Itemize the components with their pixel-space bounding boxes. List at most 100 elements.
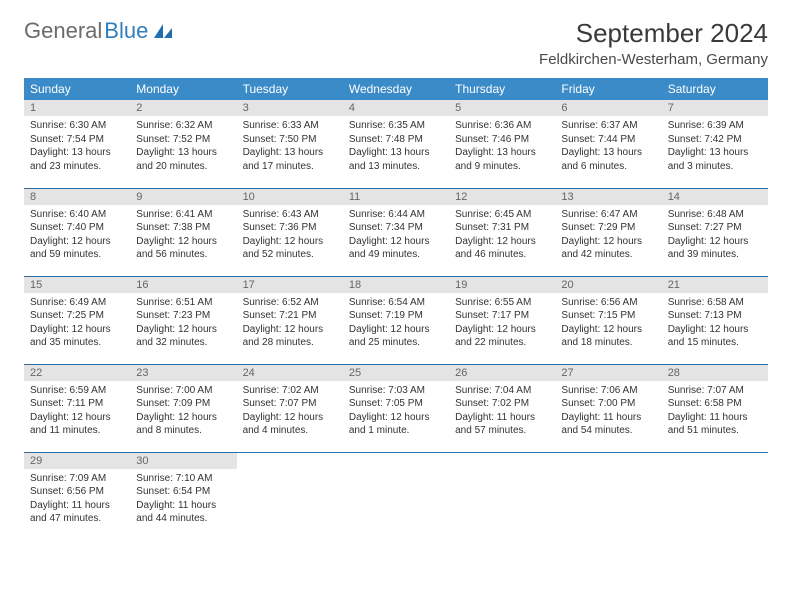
month-title: September 2024	[539, 18, 768, 49]
calendar-cell: 4Sunrise: 6:35 AMSunset: 7:48 PMDaylight…	[343, 100, 449, 188]
day-data: Sunrise: 6:44 AMSunset: 7:34 PMDaylight:…	[343, 205, 449, 266]
day-number: 25	[343, 365, 449, 381]
calendar-cell: 25Sunrise: 7:03 AMSunset: 7:05 PMDayligh…	[343, 364, 449, 452]
calendar-cell: 18Sunrise: 6:54 AMSunset: 7:19 PMDayligh…	[343, 276, 449, 364]
day-data: Sunrise: 6:55 AMSunset: 7:17 PMDaylight:…	[449, 293, 555, 354]
weekday-header: Saturday	[662, 78, 768, 100]
day-number: 8	[24, 189, 130, 205]
calendar-cell: 10Sunrise: 6:43 AMSunset: 7:36 PMDayligh…	[237, 188, 343, 276]
weekday-header: Wednesday	[343, 78, 449, 100]
day-number: 18	[343, 277, 449, 293]
calendar-cell: 2Sunrise: 6:32 AMSunset: 7:52 PMDaylight…	[130, 100, 236, 188]
calendar-cell: 26Sunrise: 7:04 AMSunset: 7:02 PMDayligh…	[449, 364, 555, 452]
day-number: 16	[130, 277, 236, 293]
day-data: Sunrise: 6:37 AMSunset: 7:44 PMDaylight:…	[555, 116, 661, 177]
calendar-cell: 12Sunrise: 6:45 AMSunset: 7:31 PMDayligh…	[449, 188, 555, 276]
day-data: Sunrise: 6:58 AMSunset: 7:13 PMDaylight:…	[662, 293, 768, 354]
calendar-cell: 23Sunrise: 7:00 AMSunset: 7:09 PMDayligh…	[130, 364, 236, 452]
day-data: Sunrise: 7:07 AMSunset: 6:58 PMDaylight:…	[662, 381, 768, 442]
calendar-cell	[449, 452, 555, 540]
calendar-cell: 16Sunrise: 6:51 AMSunset: 7:23 PMDayligh…	[130, 276, 236, 364]
day-data: Sunrise: 6:51 AMSunset: 7:23 PMDaylight:…	[130, 293, 236, 354]
day-number: 3	[237, 100, 343, 116]
brand-logo: GeneralBlue	[24, 18, 174, 44]
day-data: Sunrise: 7:06 AMSunset: 7:00 PMDaylight:…	[555, 381, 661, 442]
day-data: Sunrise: 6:40 AMSunset: 7:40 PMDaylight:…	[24, 205, 130, 266]
day-data: Sunrise: 7:04 AMSunset: 7:02 PMDaylight:…	[449, 381, 555, 442]
day-data: Sunrise: 6:49 AMSunset: 7:25 PMDaylight:…	[24, 293, 130, 354]
day-number: 19	[449, 277, 555, 293]
day-data: Sunrise: 6:41 AMSunset: 7:38 PMDaylight:…	[130, 205, 236, 266]
calendar-cell: 15Sunrise: 6:49 AMSunset: 7:25 PMDayligh…	[24, 276, 130, 364]
day-data: Sunrise: 6:52 AMSunset: 7:21 PMDaylight:…	[237, 293, 343, 354]
weekday-header: Thursday	[449, 78, 555, 100]
calendar-cell	[555, 452, 661, 540]
calendar-body: 1Sunrise: 6:30 AMSunset: 7:54 PMDaylight…	[24, 100, 768, 540]
day-number: 20	[555, 277, 661, 293]
day-number: 12	[449, 189, 555, 205]
calendar-cell	[662, 452, 768, 540]
day-number: 14	[662, 189, 768, 205]
calendar-cell: 13Sunrise: 6:47 AMSunset: 7:29 PMDayligh…	[555, 188, 661, 276]
calendar-cell: 9Sunrise: 6:41 AMSunset: 7:38 PMDaylight…	[130, 188, 236, 276]
day-number: 2	[130, 100, 236, 116]
calendar-cell: 1Sunrise: 6:30 AMSunset: 7:54 PMDaylight…	[24, 100, 130, 188]
calendar-cell: 8Sunrise: 6:40 AMSunset: 7:40 PMDaylight…	[24, 188, 130, 276]
calendar-cell: 19Sunrise: 6:55 AMSunset: 7:17 PMDayligh…	[449, 276, 555, 364]
calendar-cell	[237, 452, 343, 540]
day-number: 23	[130, 365, 236, 381]
day-number: 17	[237, 277, 343, 293]
calendar-cell	[343, 452, 449, 540]
day-number: 1	[24, 100, 130, 116]
day-data: Sunrise: 7:09 AMSunset: 6:56 PMDaylight:…	[24, 469, 130, 530]
day-data: Sunrise: 6:35 AMSunset: 7:48 PMDaylight:…	[343, 116, 449, 177]
day-data: Sunrise: 7:03 AMSunset: 7:05 PMDaylight:…	[343, 381, 449, 442]
calendar-cell: 3Sunrise: 6:33 AMSunset: 7:50 PMDaylight…	[237, 100, 343, 188]
day-number: 24	[237, 365, 343, 381]
calendar-cell: 30Sunrise: 7:10 AMSunset: 6:54 PMDayligh…	[130, 452, 236, 540]
weekday-header: Friday	[555, 78, 661, 100]
brand-part2: Blue	[104, 18, 148, 44]
calendar-cell: 6Sunrise: 6:37 AMSunset: 7:44 PMDaylight…	[555, 100, 661, 188]
location-text: Feldkirchen-Westerham, Germany	[539, 51, 768, 68]
day-data: Sunrise: 6:47 AMSunset: 7:29 PMDaylight:…	[555, 205, 661, 266]
page-header: GeneralBlue September 2024 Feldkirchen-W…	[24, 18, 768, 68]
day-number: 29	[24, 453, 130, 469]
day-data: Sunrise: 7:00 AMSunset: 7:09 PMDaylight:…	[130, 381, 236, 442]
calendar-row: 15Sunrise: 6:49 AMSunset: 7:25 PMDayligh…	[24, 276, 768, 364]
calendar-cell: 11Sunrise: 6:44 AMSunset: 7:34 PMDayligh…	[343, 188, 449, 276]
day-number: 11	[343, 189, 449, 205]
day-number: 21	[662, 277, 768, 293]
logo-sail-icon	[152, 22, 174, 40]
day-number: 27	[555, 365, 661, 381]
day-number: 15	[24, 277, 130, 293]
day-data: Sunrise: 6:32 AMSunset: 7:52 PMDaylight:…	[130, 116, 236, 177]
calendar-row: 1Sunrise: 6:30 AMSunset: 7:54 PMDaylight…	[24, 100, 768, 188]
day-number: 26	[449, 365, 555, 381]
calendar-cell: 17Sunrise: 6:52 AMSunset: 7:21 PMDayligh…	[237, 276, 343, 364]
day-data: Sunrise: 6:39 AMSunset: 7:42 PMDaylight:…	[662, 116, 768, 177]
weekday-header: Monday	[130, 78, 236, 100]
day-number: 30	[130, 453, 236, 469]
calendar-cell: 29Sunrise: 7:09 AMSunset: 6:56 PMDayligh…	[24, 452, 130, 540]
day-number: 10	[237, 189, 343, 205]
day-data: Sunrise: 6:30 AMSunset: 7:54 PMDaylight:…	[24, 116, 130, 177]
day-data: Sunrise: 6:45 AMSunset: 7:31 PMDaylight:…	[449, 205, 555, 266]
day-data: Sunrise: 7:02 AMSunset: 7:07 PMDaylight:…	[237, 381, 343, 442]
day-data: Sunrise: 6:56 AMSunset: 7:15 PMDaylight:…	[555, 293, 661, 354]
calendar-cell: 21Sunrise: 6:58 AMSunset: 7:13 PMDayligh…	[662, 276, 768, 364]
day-data: Sunrise: 6:59 AMSunset: 7:11 PMDaylight:…	[24, 381, 130, 442]
calendar-cell: 5Sunrise: 6:36 AMSunset: 7:46 PMDaylight…	[449, 100, 555, 188]
day-data: Sunrise: 6:43 AMSunset: 7:36 PMDaylight:…	[237, 205, 343, 266]
day-data: Sunrise: 7:10 AMSunset: 6:54 PMDaylight:…	[130, 469, 236, 530]
calendar-cell: 14Sunrise: 6:48 AMSunset: 7:27 PMDayligh…	[662, 188, 768, 276]
brand-part1: General	[24, 18, 102, 44]
weekday-header-row: SundayMondayTuesdayWednesdayThursdayFrid…	[24, 78, 768, 100]
day-number: 6	[555, 100, 661, 116]
day-number: 7	[662, 100, 768, 116]
calendar-cell: 22Sunrise: 6:59 AMSunset: 7:11 PMDayligh…	[24, 364, 130, 452]
title-block: September 2024 Feldkirchen-Westerham, Ge…	[539, 18, 768, 68]
weekday-header: Sunday	[24, 78, 130, 100]
calendar-cell: 28Sunrise: 7:07 AMSunset: 6:58 PMDayligh…	[662, 364, 768, 452]
day-number: 4	[343, 100, 449, 116]
